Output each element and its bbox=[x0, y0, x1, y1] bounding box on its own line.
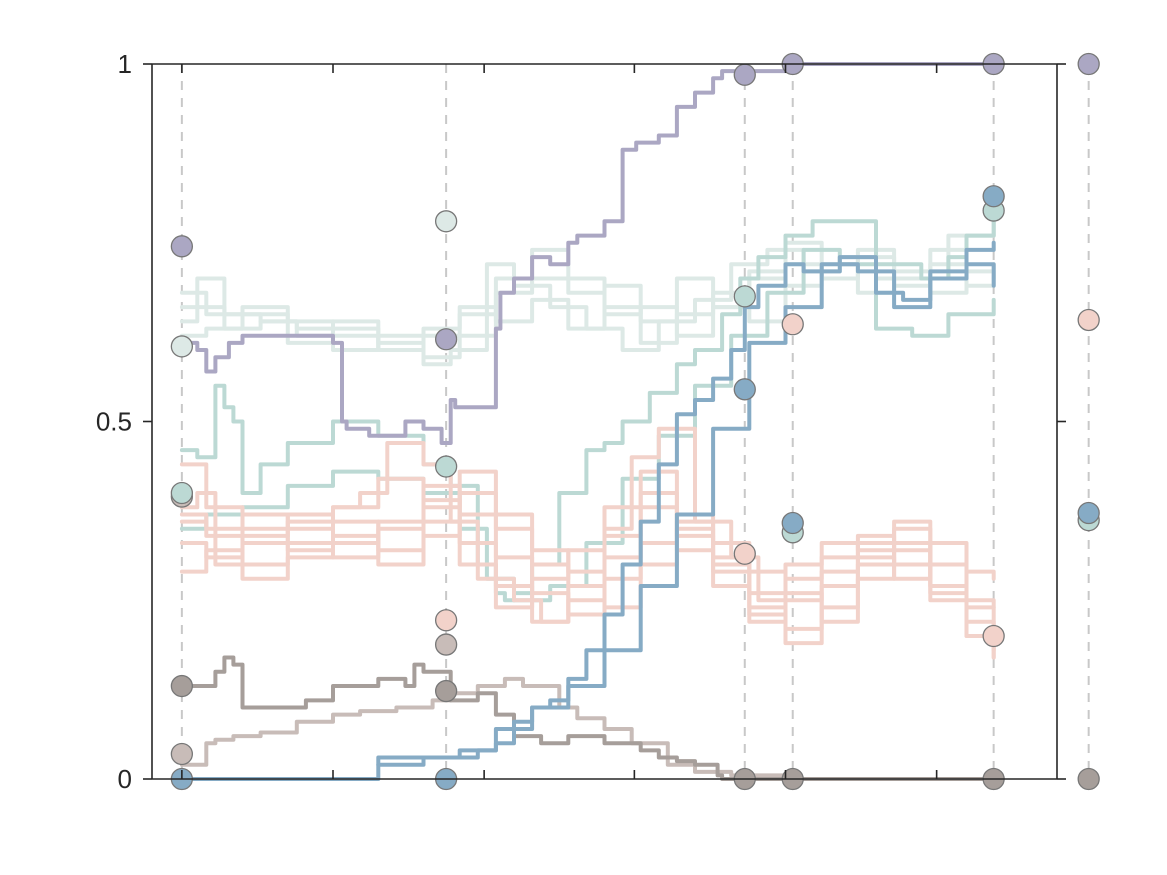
data-marker-17 bbox=[733, 378, 756, 401]
series-line-3 bbox=[179, 676, 996, 781]
data-marker-9 bbox=[434, 328, 458, 351]
data-marker-23 bbox=[781, 511, 804, 535]
y-tick-label-1: 0 bbox=[118, 764, 132, 794]
data-marker-33 bbox=[1077, 501, 1100, 525]
data-marker-10 bbox=[434, 455, 458, 478]
series-line-17 bbox=[179, 469, 996, 660]
series-line-2 bbox=[179, 655, 996, 781]
data-marker-12 bbox=[434, 633, 458, 656]
series-line-1 bbox=[179, 62, 996, 445]
data-marker-2 bbox=[170, 335, 194, 358]
data-markers bbox=[170, 52, 1100, 791]
data-marker-4 bbox=[170, 481, 194, 505]
series-line-7 bbox=[179, 247, 996, 603]
data-marker-8 bbox=[434, 210, 458, 233]
data-marker-13 bbox=[434, 679, 458, 703]
data-marker-30 bbox=[1077, 52, 1100, 76]
data-marker-15 bbox=[733, 63, 756, 86]
data-marker-31 bbox=[1077, 308, 1100, 332]
y-tick-labels: 00.51 bbox=[96, 49, 132, 794]
y-tick-label-3: 1 bbox=[118, 49, 132, 79]
axis-ticks bbox=[143, 63, 1066, 780]
y-tick-label-2: 0.5 bbox=[96, 407, 132, 437]
data-marker-21 bbox=[781, 313, 804, 336]
series-line-5 bbox=[376, 240, 996, 767]
data-marker-11 bbox=[434, 609, 458, 632]
data-marker-16 bbox=[733, 285, 756, 308]
reference-lines bbox=[180, 64, 1090, 779]
data-marker-6 bbox=[170, 742, 194, 766]
data-marker-28 bbox=[982, 624, 1005, 648]
data-marker-27 bbox=[982, 185, 1005, 208]
data-marker-1 bbox=[170, 235, 194, 258]
data-marker-34 bbox=[1077, 767, 1100, 791]
data-marker-18 bbox=[733, 542, 756, 565]
series-lines bbox=[179, 62, 996, 781]
series-line-11 bbox=[179, 219, 996, 360]
data-marker-5 bbox=[170, 674, 194, 698]
